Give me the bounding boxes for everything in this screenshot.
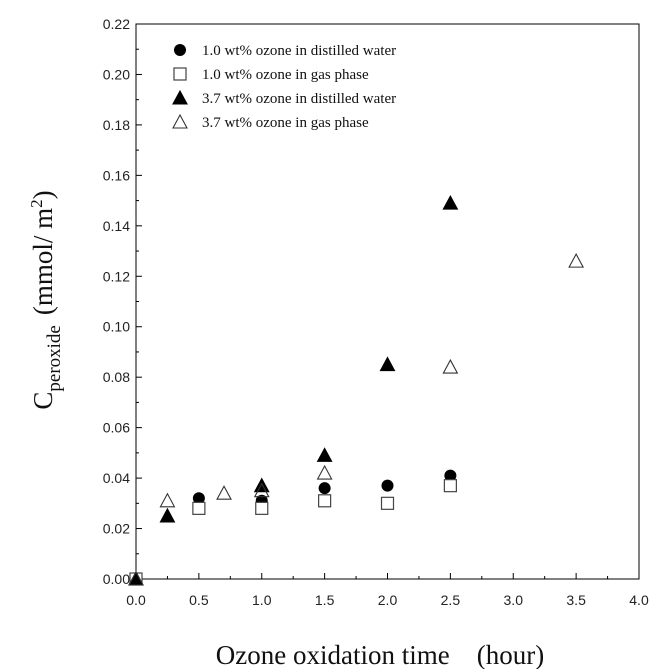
data-point <box>442 194 459 210</box>
data-points <box>128 194 585 586</box>
y-axis-title-units: (mmol/ m <box>28 208 58 315</box>
y-axis-title-units-sup: 2 <box>27 199 46 208</box>
y-tick-label: 0.12 <box>103 268 130 284</box>
x-axis-title: Ozone oxidation time (hour) <box>216 640 544 669</box>
legend-label: 3.7 wt% ozone in gas phase <box>202 115 369 131</box>
data-point <box>444 469 457 482</box>
data-point <box>379 356 396 372</box>
data-point <box>216 485 232 500</box>
y-axis-title: Cperoxide (mmol/ m2) <box>27 190 65 409</box>
y-tick-label: 0.02 <box>103 521 130 537</box>
x-tick-label: 1.0 <box>252 592 272 608</box>
y-tick-label: 0.04 <box>103 470 130 486</box>
data-point <box>568 252 585 268</box>
x-tick-label: 0.5 <box>189 592 209 608</box>
y-tick-label: 0.20 <box>103 66 130 82</box>
x-axis: 0.0 0.5 1.0 1.5 2.0 2.5 3.0 3.5 4.0 <box>126 573 649 608</box>
x-tick-label: 0.0 <box>126 592 146 608</box>
data-point <box>318 482 331 495</box>
legend-label: 3.7 wt% ozone in distilled water <box>202 91 396 107</box>
data-point <box>253 482 270 498</box>
legend-marker <box>174 44 186 56</box>
data-point <box>380 496 395 510</box>
y-axis-title-subscript: peroxide <box>44 325 65 391</box>
x-tick-label: 1.5 <box>315 592 335 608</box>
data-point <box>316 464 333 480</box>
y-tick-label: 0.10 <box>103 319 130 335</box>
data-point <box>192 492 205 505</box>
y-axis-title-units-close: ) <box>28 190 58 199</box>
legend-label: 1.0 wt% ozone in distilled water <box>202 43 396 59</box>
data-point <box>443 479 457 493</box>
y-tick-label: 0.00 <box>103 571 130 587</box>
y-tick-label: 0.18 <box>103 117 130 133</box>
data-point <box>192 501 206 515</box>
x-tick-label: 3.5 <box>566 592 586 608</box>
series-3 <box>128 194 459 586</box>
legend-marker <box>173 67 187 81</box>
y-axis: 0.00 0.02 0.04 0.06 0.08 0.10 0.12 0.14 0.16 0.18… <box>103 16 142 587</box>
legend: 1.0 wt% ozone in distilled water 1.0 wt% … <box>172 43 396 131</box>
legend-marker <box>172 113 188 129</box>
legend-marker <box>172 89 188 105</box>
x-tick-label: 3.0 <box>504 592 524 608</box>
data-point <box>381 479 394 492</box>
y-tick-label: 0.08 <box>103 369 130 385</box>
series-4 <box>128 252 585 586</box>
x-tick-label: 2.5 <box>441 592 461 608</box>
data-point <box>318 494 332 508</box>
y-tick-label: 0.06 <box>103 420 130 436</box>
data-point <box>255 501 269 515</box>
svg-text:Cperoxide(mmol/ m2): Cperoxide (mmol/ m2) <box>27 190 65 409</box>
data-point <box>442 358 459 374</box>
y-tick-label: 0.14 <box>103 218 130 234</box>
data-point <box>128 570 144 586</box>
data-point <box>159 507 176 523</box>
y-tick-label: 0.22 <box>103 16 130 32</box>
series-1 <box>130 469 457 585</box>
series-2 <box>129 479 457 586</box>
plot-frame <box>135 23 640 580</box>
data-point <box>159 492 176 508</box>
x-tick-label: 2.0 <box>378 592 398 608</box>
data-point <box>316 447 333 462</box>
legend-label: 1.0 wt% ozone in gas phase <box>202 67 369 83</box>
y-tick-label: 0.16 <box>103 167 130 183</box>
data-point <box>253 477 270 493</box>
x-tick-label: 4.0 <box>629 592 649 608</box>
y-axis-title-main: C <box>28 392 58 410</box>
